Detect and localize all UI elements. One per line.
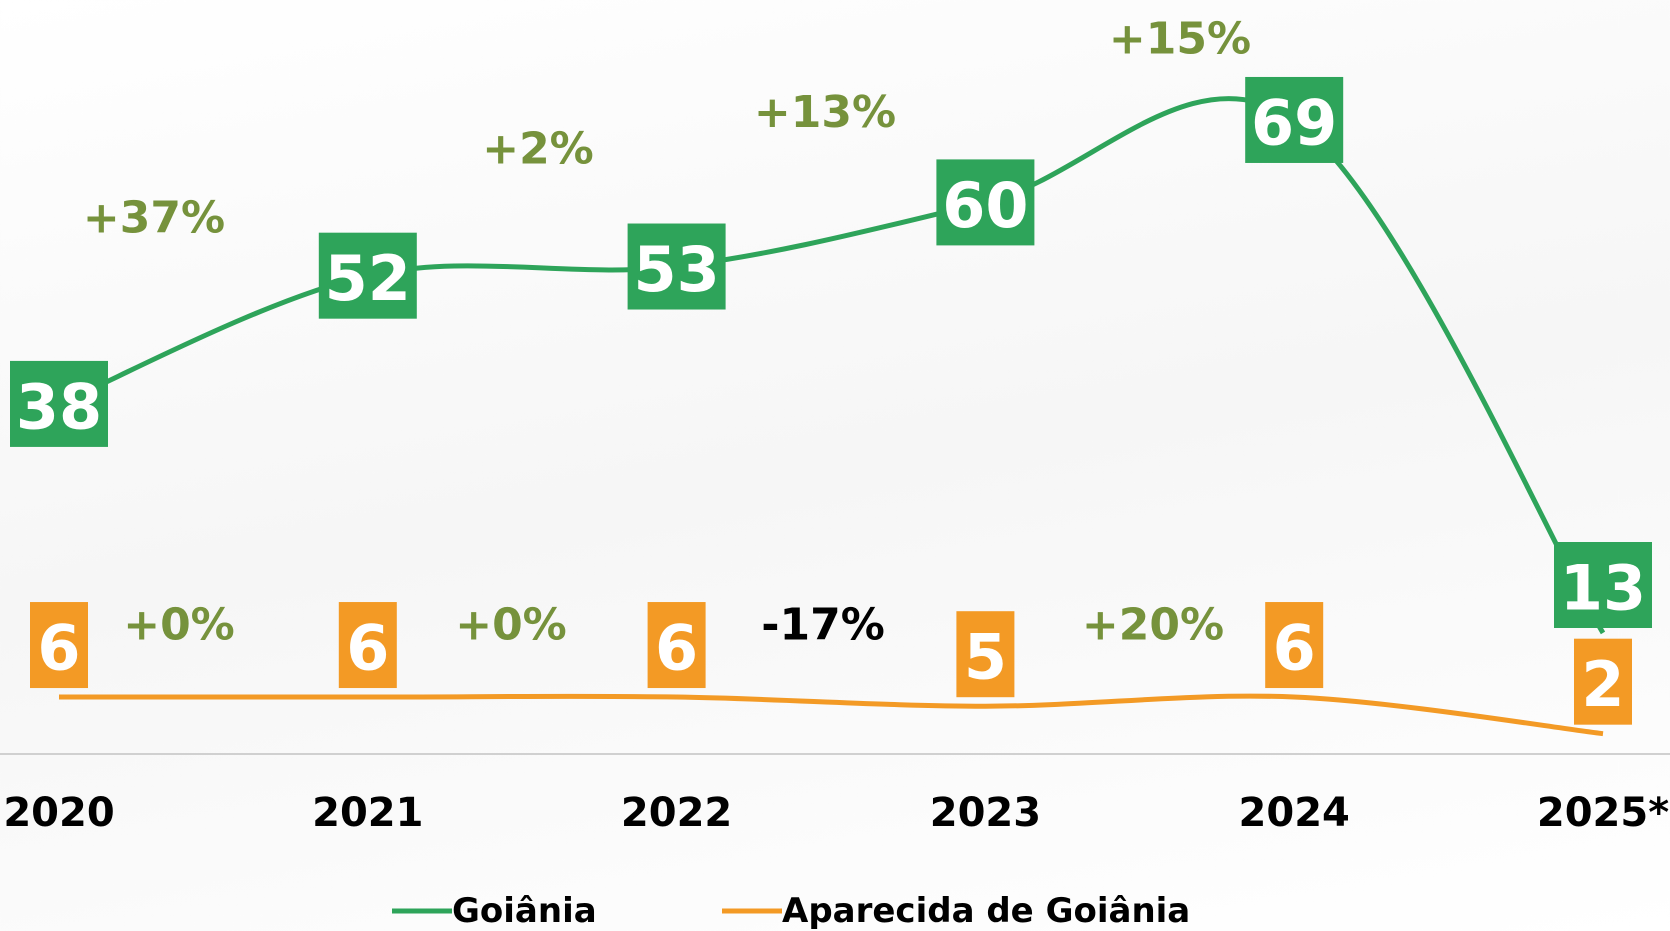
series-line [59, 693, 1604, 737]
data-label: 53 [633, 233, 719, 306]
series-line [58, 96, 1606, 635]
legend-label: Aparecida de Goiânia [782, 891, 1190, 931]
x-tick-label: 2024 [1239, 790, 1350, 836]
data-label-box [627, 223, 726, 310]
data-label: 6 [655, 612, 698, 685]
growth-label: +20% [1082, 600, 1224, 651]
data-label: 6 [37, 612, 80, 685]
data-label-box [318, 232, 417, 319]
data-label: 60 [942, 169, 1028, 242]
data-label-box [1265, 602, 1324, 689]
data-label-box [30, 602, 88, 689]
data-label-box [1554, 542, 1652, 628]
growth-label: +15% [1109, 14, 1251, 65]
growth-label: +0% [123, 600, 235, 651]
data-label-box [956, 611, 1015, 698]
data-label: 13 [1560, 552, 1646, 625]
data-label: 5 [964, 621, 1007, 694]
data-label: 6 [346, 612, 389, 685]
data-label-box [1245, 76, 1344, 163]
data-label-box [936, 159, 1035, 246]
x-tick-label: 2021 [312, 790, 423, 836]
data-label-box [647, 602, 706, 689]
x-tick-label: 2023 [930, 790, 1041, 836]
growth-label: -17% [761, 600, 885, 651]
data-label: 52 [325, 242, 411, 315]
data-label-box [338, 602, 397, 689]
data-label: 2 [1581, 648, 1624, 721]
x-tick-label: 2025* [1537, 790, 1669, 836]
x-tick-label: 2020 [3, 790, 114, 836]
growth-label: +2% [482, 124, 594, 175]
legend-label: Goiânia [452, 891, 597, 931]
data-label-box [1574, 638, 1632, 725]
data-label-box [10, 360, 108, 447]
x-tick-label: 2022 [621, 790, 732, 836]
growth-label: +13% [754, 87, 896, 138]
data-label: 6 [1273, 612, 1316, 685]
growth-label: +37% [83, 192, 225, 243]
data-label: 69 [1251, 86, 1337, 159]
growth-label: +0% [455, 600, 567, 651]
data-label: 38 [16, 370, 102, 443]
